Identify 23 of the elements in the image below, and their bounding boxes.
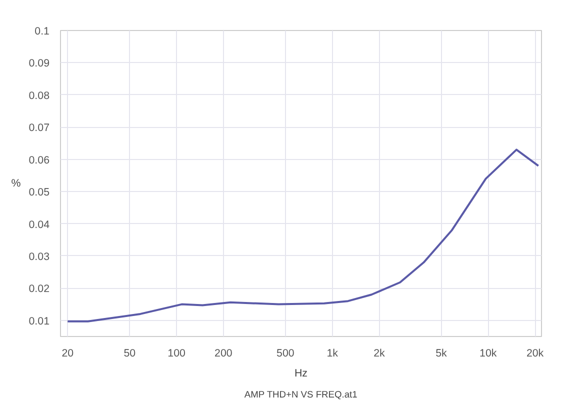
x-tick-label: 50 <box>124 348 136 360</box>
x-tick-label: 20k <box>526 348 544 360</box>
x-tick-label: 10k <box>480 348 498 360</box>
x-tick-label: 1k <box>326 348 339 360</box>
y-tick-label: 0.06 <box>28 154 50 166</box>
x-axis-title: Hz <box>294 368 308 380</box>
x-tick-label: 200 <box>214 348 232 360</box>
text: AMP THD+N VS FREQ.at1 <box>244 390 358 400</box>
y-tick-label: 0.09 <box>28 58 50 70</box>
x-tick-label: 500 <box>276 348 294 360</box>
y-tick-label: 0.04 <box>28 218 50 231</box>
x-tick-label: 100 <box>168 348 186 360</box>
y-tick-label: 0.08 <box>28 90 50 102</box>
x-tick-label: 2k <box>374 348 386 360</box>
y-axis-title: % <box>11 178 22 190</box>
y-tick-label: 0.01 <box>28 315 50 328</box>
y-tick-label: 0.03 <box>28 250 50 263</box>
y-tick-label: 0.1 <box>34 26 50 38</box>
x-tick-label: 5k <box>436 348 448 360</box>
x-tick-label: 20 <box>62 348 74 360</box>
y-tick-label: 0.05 <box>28 186 50 199</box>
y-tick-label: 0.02 <box>28 283 50 296</box>
y-tick-label: 0.07 <box>28 122 50 134</box>
